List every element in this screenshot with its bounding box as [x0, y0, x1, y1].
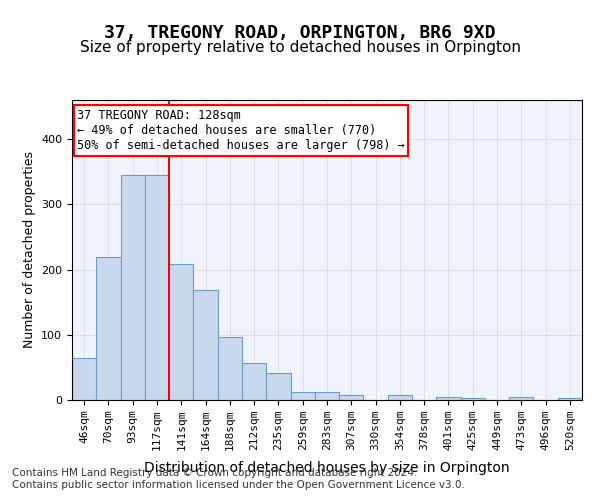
Bar	[558, 398, 582, 400]
Bar	[121, 175, 145, 400]
Bar	[72, 358, 96, 400]
Bar	[145, 175, 169, 400]
Bar	[242, 364, 266, 400]
Bar	[96, 256, 121, 400]
Text: 37, TREGONY ROAD, ORPINGTON, BR6 9XD: 37, TREGONY ROAD, ORPINGTON, BR6 9XD	[104, 24, 496, 42]
Bar	[509, 396, 533, 400]
Text: 37 TREGONY ROAD: 128sqm
← 49% of detached houses are smaller (770)
50% of semi-d: 37 TREGONY ROAD: 128sqm ← 49% of detache…	[77, 109, 405, 152]
X-axis label: Distribution of detached houses by size in Orpington: Distribution of detached houses by size …	[144, 462, 510, 475]
Text: Contains HM Land Registry data © Crown copyright and database right 2024.
Contai: Contains HM Land Registry data © Crown c…	[12, 468, 465, 490]
Text: Size of property relative to detached houses in Orpington: Size of property relative to detached ho…	[79, 40, 521, 55]
Bar	[388, 396, 412, 400]
Bar	[315, 392, 339, 400]
Bar	[193, 290, 218, 400]
Bar	[461, 398, 485, 400]
Bar	[218, 336, 242, 400]
Bar	[169, 264, 193, 400]
Bar	[266, 372, 290, 400]
Y-axis label: Number of detached properties: Number of detached properties	[23, 152, 35, 348]
Bar	[339, 396, 364, 400]
Bar	[436, 396, 461, 400]
Bar	[290, 392, 315, 400]
